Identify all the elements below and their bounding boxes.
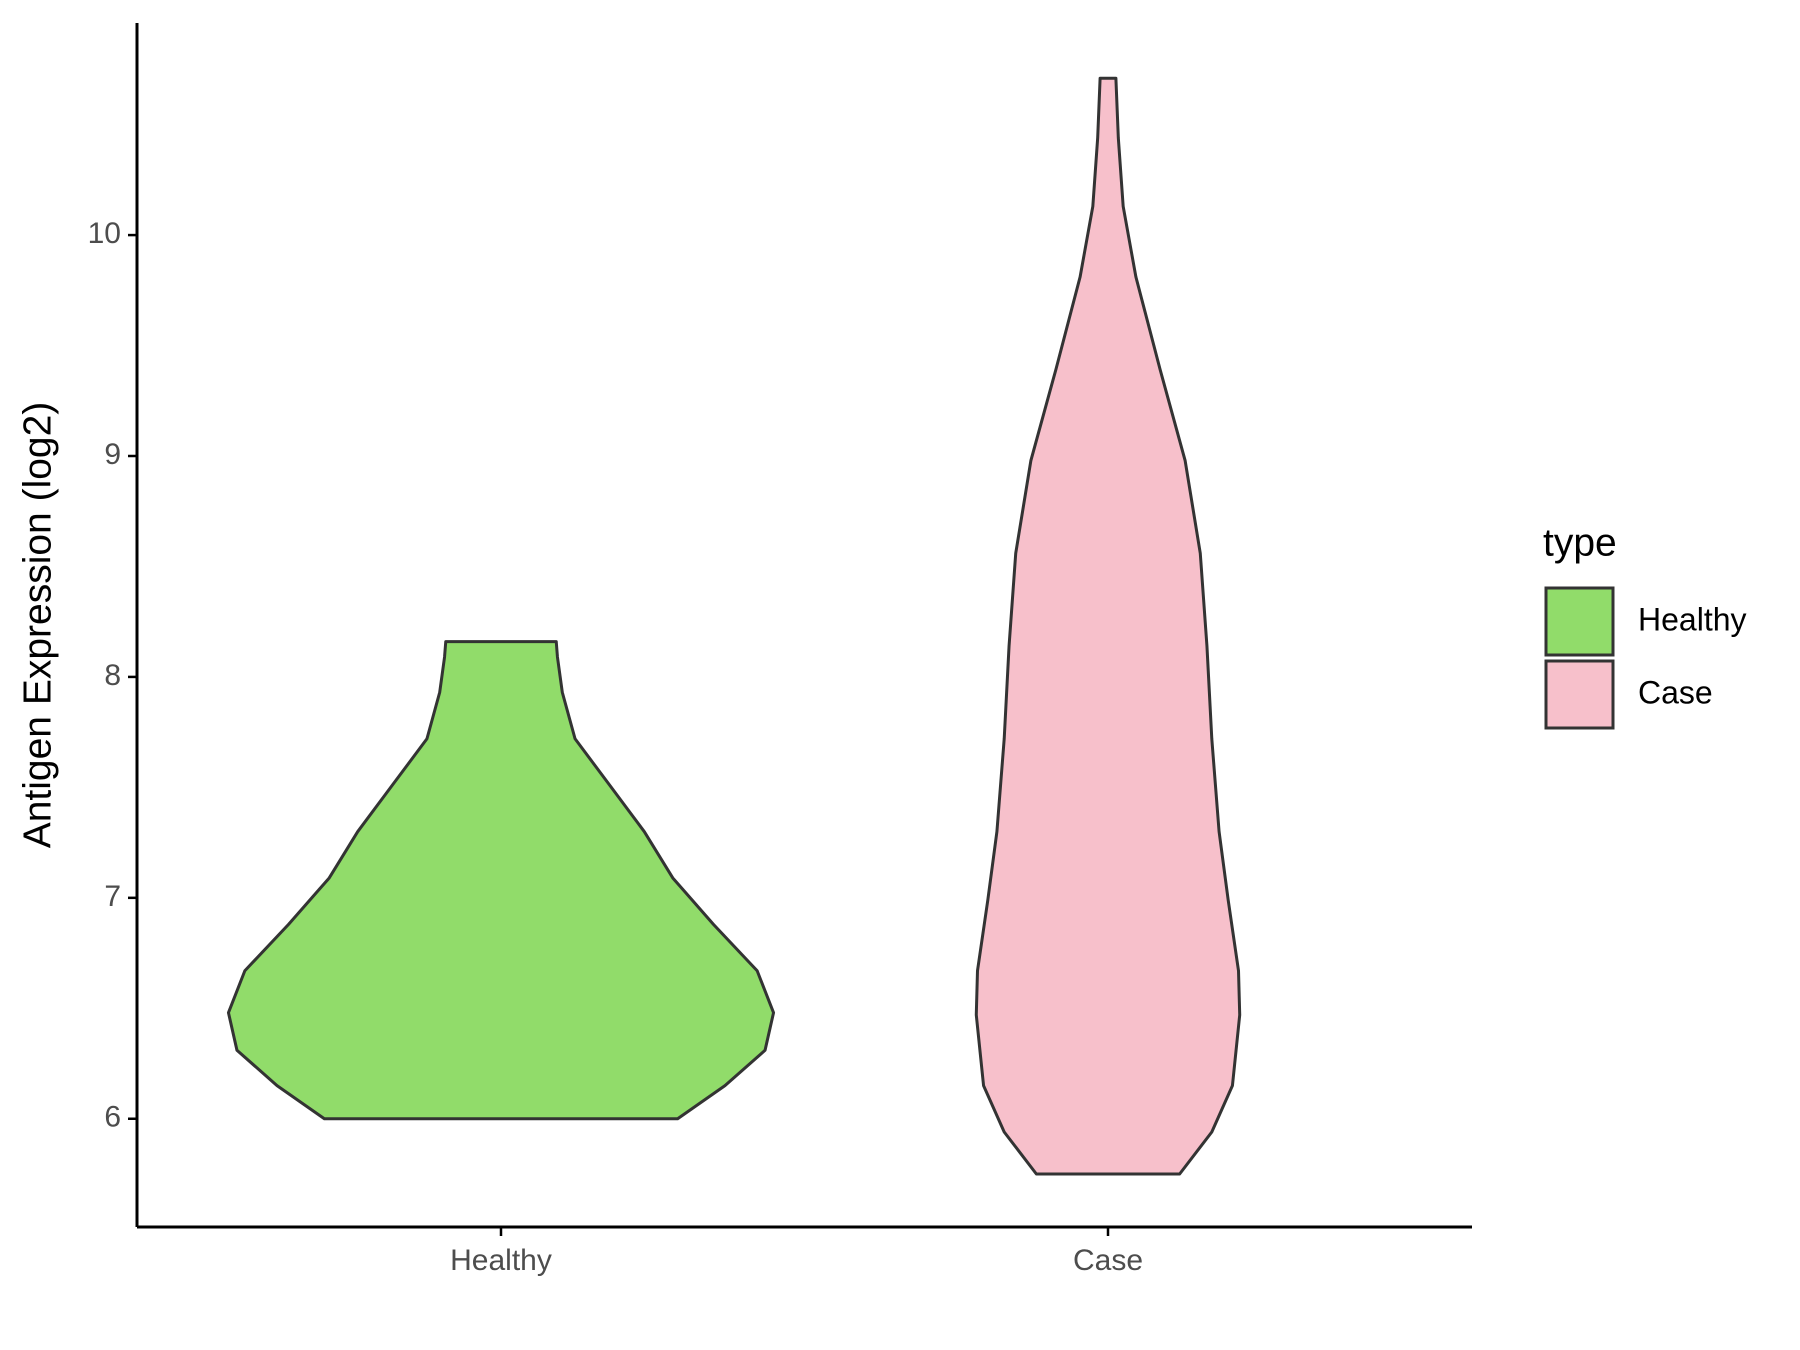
violin <box>974 76 1242 1176</box>
legend-swatch <box>1544 659 1615 730</box>
y-tick-label: 7 <box>104 880 121 913</box>
y-tick-label: 10 <box>88 217 121 250</box>
legend-swatch <box>1544 586 1615 657</box>
y-tick-label: 9 <box>104 438 121 471</box>
y-axis-label: Antigen Expression (log2) <box>16 402 59 849</box>
legend-label: Case <box>1638 674 1713 710</box>
legend-label: Healthy <box>1638 601 1747 637</box>
legend-title: type <box>1543 521 1617 564</box>
y-tick-label: 8 <box>104 659 121 692</box>
violin <box>226 640 776 1121</box>
x-tick-label: Healthy <box>450 1244 552 1277</box>
x-tick-label: Case <box>1073 1244 1143 1277</box>
y-tick-label: 6 <box>104 1101 121 1134</box>
